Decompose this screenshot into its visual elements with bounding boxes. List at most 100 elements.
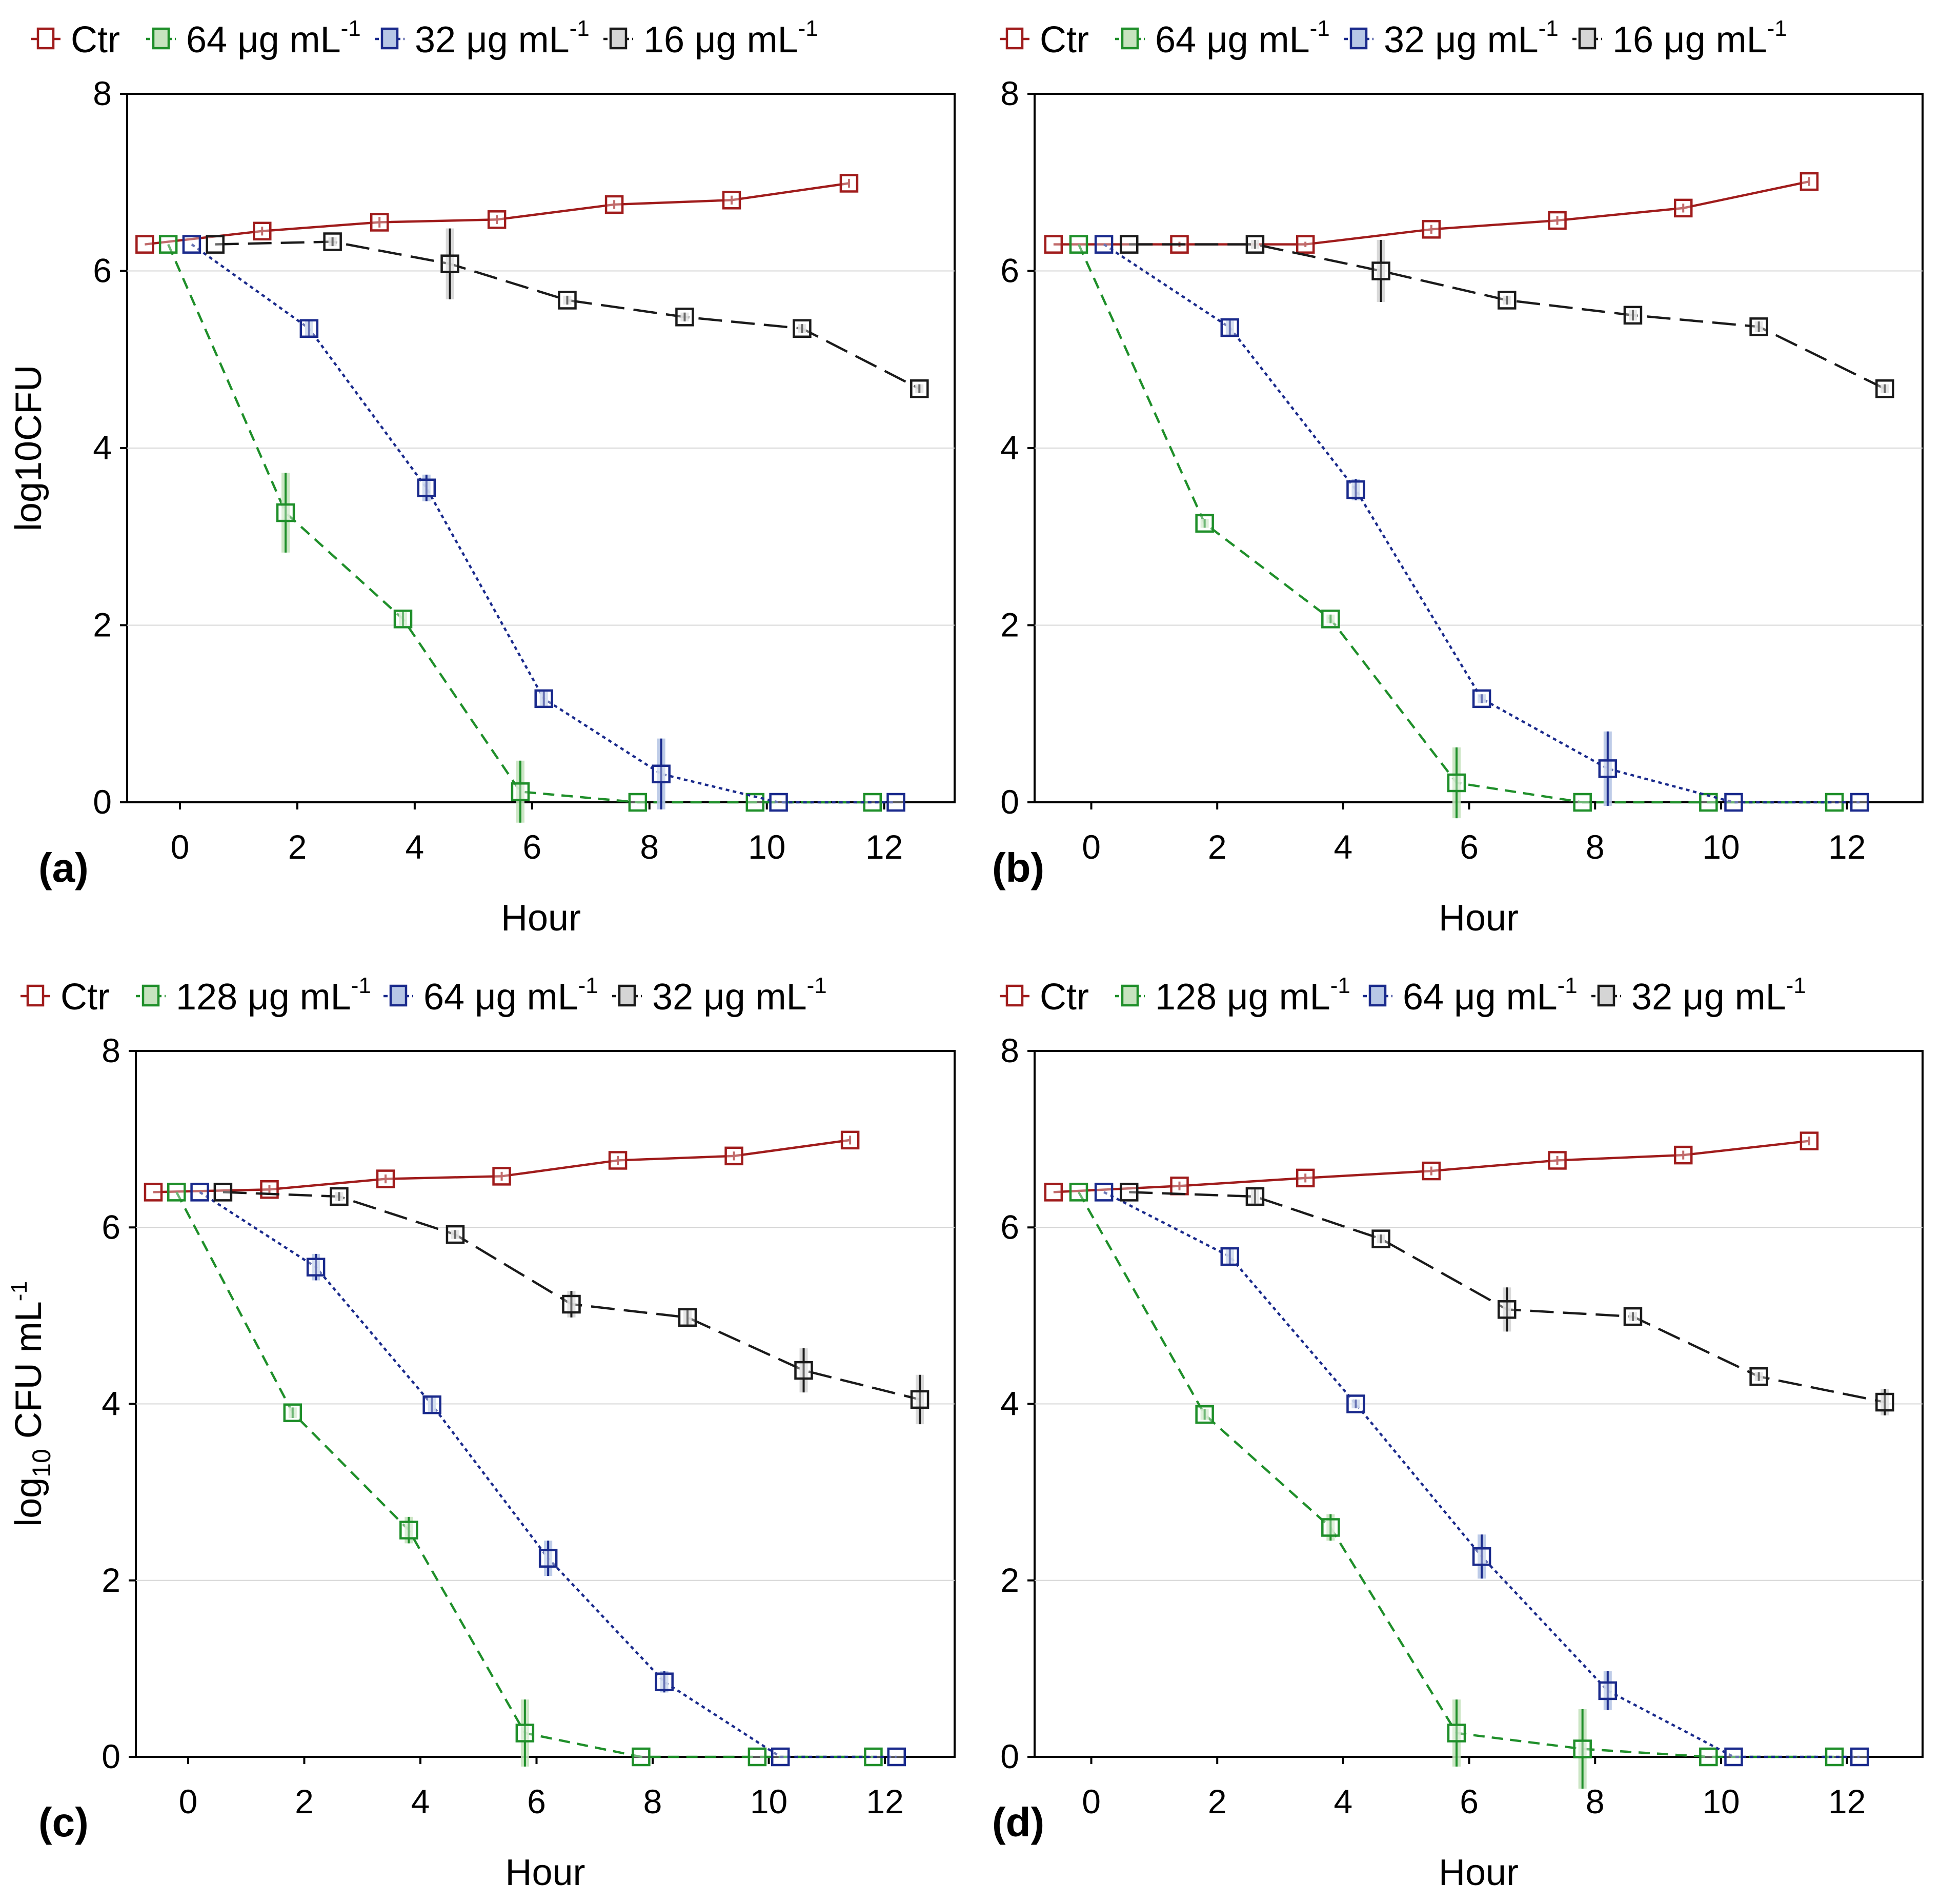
chart-b-data-point xyxy=(1447,773,1466,793)
chart-b-x-tick-label: 10 xyxy=(1702,828,1740,866)
chart-b-x-tick-label: 8 xyxy=(1586,828,1605,866)
chart-b-data-point xyxy=(1623,306,1643,325)
chart-d-data-point xyxy=(1346,1394,1365,1413)
chart-b-data-point xyxy=(1673,198,1693,218)
chart-c-legend-label: 64 μg mL-1 xyxy=(423,973,598,1018)
chart-c-data-point xyxy=(910,1390,929,1409)
chart-d-data-point xyxy=(1850,1747,1869,1767)
chart-d-x-tick-label: 0 xyxy=(1082,1783,1101,1820)
chart-a-x-tick-label: 2 xyxy=(288,828,307,866)
chart-c-y-axis-title: log10 CFU mL-1 xyxy=(7,1281,56,1527)
chart-a-data-point xyxy=(299,319,319,338)
chart-a-data-point xyxy=(511,782,530,801)
chart-b-legend-marker xyxy=(1349,27,1368,50)
chart-d-data-point xyxy=(1120,1183,1139,1202)
chart-b-data-point xyxy=(1094,235,1114,254)
chart-c-series-2 xyxy=(190,1183,906,1767)
chart-c-x-tick-label: 6 xyxy=(527,1783,546,1820)
chart-a-series-2 xyxy=(182,235,905,812)
chart-c-legend-item-0: Ctr xyxy=(21,977,110,1018)
chart-d-series-2 xyxy=(1094,1183,1869,1767)
chart-a-x-tick-label: 12 xyxy=(865,828,903,866)
chart-c-y-tick-label: 8 xyxy=(102,1031,120,1069)
chart-b-data-point xyxy=(1699,793,1718,812)
chart-b-data-point xyxy=(1245,235,1265,254)
chart-c-series-3 xyxy=(213,1183,929,1425)
chart-d-data-point xyxy=(1472,1547,1491,1566)
chart-d-x-tick-label: 10 xyxy=(1702,1783,1740,1820)
chart-c-data-point xyxy=(376,1169,395,1188)
chart-a-x-tick-label: 10 xyxy=(748,828,785,866)
chart-b-y-tick-label: 8 xyxy=(1000,74,1019,112)
chart-a-data-point xyxy=(253,221,272,241)
chart-d-legend-marker xyxy=(1597,984,1615,1007)
chart-d-data-point xyxy=(1598,1681,1618,1700)
chart-d-legend-label: 32 μg mL-1 xyxy=(1631,973,1806,1018)
chart-a-data-point xyxy=(417,478,436,497)
chart-d-data-point xyxy=(1321,1518,1340,1537)
chart-a-legend-label: 64 μg mL-1 xyxy=(186,16,361,60)
chart-b-y-tick-label: 0 xyxy=(1000,783,1019,821)
chart-c-legend-item-1: 128 μg mL-1 xyxy=(136,973,371,1018)
chart-b-x-tick-label: 12 xyxy=(1828,828,1866,866)
chart-a-legend-label: 32 μg mL-1 xyxy=(415,16,590,60)
chart-c-data-point xyxy=(562,1294,581,1314)
chart-d-data-point xyxy=(1800,1131,1819,1150)
chart-d-legend: Ctr 128 μg mL-1 64 μg mL-1 32 μg mL-1 xyxy=(1000,973,1806,1018)
chart-b-data-point xyxy=(1346,480,1365,499)
chart-a-data-point xyxy=(745,793,765,812)
chart-d-data-point xyxy=(1245,1187,1265,1206)
chart-c-legend-item-2: 64 μg mL-1 xyxy=(383,973,598,1018)
chart-c-legend-marker xyxy=(142,984,160,1007)
chart-b-legend-item-3: 16 μg mL-1 xyxy=(1572,16,1787,60)
chart-c-x-tick-label: 10 xyxy=(750,1783,787,1820)
chart-a-data-point xyxy=(393,610,413,629)
chart-d-data-point xyxy=(1699,1747,1718,1767)
chart-d-legend-item-1: 128 μg mL-1 xyxy=(1115,973,1350,1018)
chart-a-data-point xyxy=(604,195,624,214)
chart-b-x-tick-label: 4 xyxy=(1334,828,1353,866)
chart-c-x-tick-label: 2 xyxy=(295,1783,314,1820)
chart-a-legend-label: Ctr xyxy=(71,19,120,60)
chart-b-data-point xyxy=(1548,211,1567,230)
chart-d-data-point xyxy=(1220,1247,1240,1266)
chart-c-data-point xyxy=(655,1672,674,1691)
chart-a-data-point xyxy=(534,689,553,708)
chart-b-x-axis-title: Hour xyxy=(1439,898,1519,939)
chart-d-data-point xyxy=(1069,1183,1088,1202)
chart-d-y-tick-label: 0 xyxy=(1000,1737,1019,1775)
chart-b-data-point xyxy=(1371,261,1390,280)
chart-a-y-tick-label: 2 xyxy=(93,606,112,644)
chart-a-legend-item-2: 32 μg mL-1 xyxy=(375,16,590,60)
chart-c-data-point xyxy=(678,1308,697,1327)
chart-b-data-point xyxy=(1044,235,1063,254)
chart-b-data-point xyxy=(1321,610,1340,629)
chart-a-legend: Ctr 64 μg mL-1 32 μg mL-1 16 μg mL-1 xyxy=(31,16,818,60)
chart-b-legend-item-1: 64 μg mL-1 xyxy=(1115,16,1330,60)
chart-b-legend: Ctr 64 μg mL-1 32 μg mL-1 16 μg mL-1 xyxy=(1000,16,1787,60)
chart-b-data-point xyxy=(1069,235,1088,254)
chart-a-series-line xyxy=(167,244,873,804)
chart-c-data-point xyxy=(747,1747,767,1767)
chart-c-data-point xyxy=(771,1747,790,1767)
chart-b-data-point xyxy=(1598,759,1618,778)
chart-d-legend-marker xyxy=(1121,984,1139,1007)
chart-b-y-tick-label: 2 xyxy=(1000,606,1019,644)
chart-c-legend-marker xyxy=(389,984,408,1007)
chart-b-x-tick-label: 6 xyxy=(1460,828,1479,866)
chart-a-data-point xyxy=(793,319,812,338)
chart-b-series-2 xyxy=(1094,235,1869,812)
chart-b-x-tick-label: 0 xyxy=(1082,828,1101,866)
chart-b-legend-label: 32 μg mL-1 xyxy=(1384,16,1559,60)
chart-c-data-point xyxy=(632,1747,651,1767)
chart-d-data-point xyxy=(1447,1724,1466,1743)
chart-b-data-point xyxy=(1422,220,1441,239)
chart-c-x-tick-label: 12 xyxy=(866,1783,903,1820)
chart-d-data-point xyxy=(1825,1747,1844,1767)
chart-d-data-point xyxy=(1296,1168,1315,1188)
chart-c-legend: Ctr 128 μg mL-1 64 μg mL-1 32 μg mL-1 xyxy=(21,973,827,1018)
chart-c-y-tick-label: 2 xyxy=(102,1561,120,1599)
chart-a-x-tick-label: 8 xyxy=(640,828,659,866)
chart-d-y-tick-label: 2 xyxy=(1000,1561,1019,1599)
chart-d-data-point xyxy=(1044,1183,1063,1202)
